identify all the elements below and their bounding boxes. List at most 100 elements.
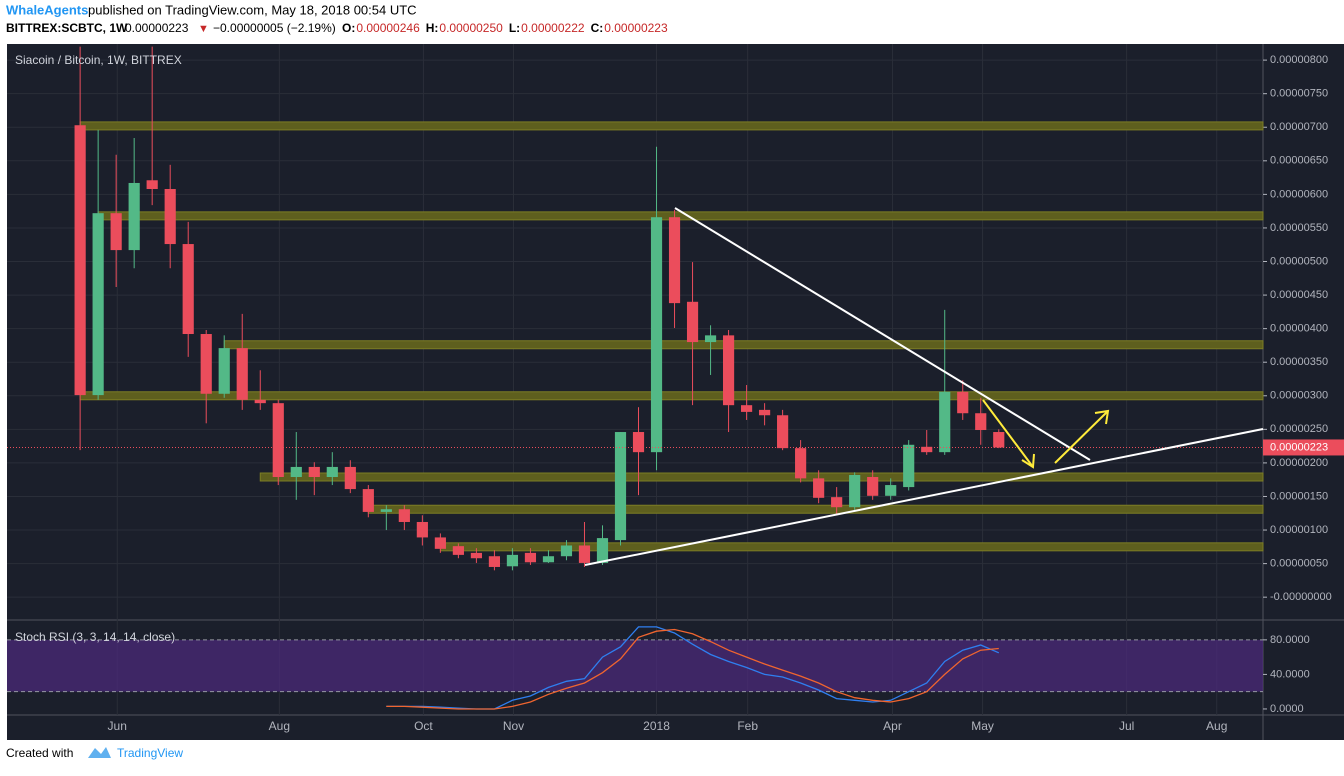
ohlc-label: L: bbox=[509, 21, 520, 35]
candle-body bbox=[542, 556, 555, 563]
ohlc-value: 0.00000223 bbox=[604, 21, 668, 35]
candle-body bbox=[524, 552, 537, 563]
chart-title: Siacoin / Bitcoin, 1W, BITTREX bbox=[15, 53, 182, 67]
candle-body bbox=[452, 546, 464, 555]
y-tick-label: 40.0000 bbox=[1270, 668, 1310, 680]
candle-body bbox=[777, 415, 789, 449]
candle-body bbox=[290, 466, 302, 478]
y-tick-label: 0.00000550 bbox=[1270, 222, 1328, 234]
drawings bbox=[584, 207, 1264, 566]
y-tick-label: 0.00000350 bbox=[1270, 356, 1328, 368]
x-tick-label: Jul bbox=[1119, 719, 1134, 733]
candle-body bbox=[867, 477, 879, 496]
candle-body bbox=[182, 244, 194, 335]
footer-text: Created with bbox=[6, 746, 73, 760]
candle-body bbox=[560, 545, 573, 557]
candle-body bbox=[975, 413, 987, 431]
y-tick-label: 0.00000300 bbox=[1270, 390, 1328, 402]
y-tick-label: 0.00000700 bbox=[1270, 121, 1328, 133]
x-tick-label: Nov bbox=[503, 719, 524, 733]
indicator-title: Stoch RSI (3, 3, 14, 14, close) bbox=[15, 630, 175, 644]
candle-body bbox=[795, 448, 807, 479]
candle-body bbox=[128, 182, 140, 251]
candle-body bbox=[650, 217, 663, 453]
change: −0.00000005 (−2.19%) bbox=[213, 21, 336, 35]
logo-icon bbox=[88, 747, 111, 758]
candle-body bbox=[903, 444, 915, 488]
candle-body bbox=[921, 446, 933, 453]
y-tick-label: 0.00000100 bbox=[1270, 524, 1328, 536]
candle-body bbox=[398, 509, 410, 522]
x-tick-label: Jun bbox=[108, 719, 127, 733]
candle-body bbox=[380, 509, 392, 512]
y-tick-label: 0.00000250 bbox=[1270, 423, 1328, 435]
arrow bbox=[982, 399, 1034, 468]
candle-body bbox=[434, 537, 446, 549]
ohlc-value: 0.00000250 bbox=[439, 21, 503, 35]
candle-body bbox=[506, 554, 519, 567]
candle-body bbox=[218, 348, 230, 394]
y-tick-label: 0.00000600 bbox=[1270, 188, 1328, 200]
trend-line bbox=[674, 207, 1091, 461]
candle-body bbox=[110, 213, 122, 251]
x-tick-label: Aug bbox=[1206, 719, 1227, 733]
candle-body bbox=[596, 538, 609, 563]
x-tick-label: Apr bbox=[883, 719, 902, 733]
y-tick-label: 0.00000200 bbox=[1270, 457, 1328, 469]
candle-body bbox=[831, 497, 843, 508]
last-price-label: 0.00000223 bbox=[1270, 441, 1328, 453]
published: published on TradingView.com, May 18, 20… bbox=[88, 2, 417, 17]
stoch-band bbox=[7, 639, 1263, 692]
x-tick-label: Feb bbox=[737, 719, 758, 733]
candle-body bbox=[993, 432, 1005, 448]
ohlc-label: O: bbox=[342, 21, 355, 35]
y-tick-label: 0.00000400 bbox=[1270, 323, 1328, 335]
arrow bbox=[1054, 410, 1109, 464]
marks: 0.00000223 bbox=[7, 46, 1344, 710]
candle-body bbox=[939, 391, 951, 453]
candle-body bbox=[74, 125, 86, 396]
y-tick-label: 0.00000800 bbox=[1270, 54, 1328, 66]
author[interactable]: WhaleAgents bbox=[6, 2, 88, 17]
y-tick-label: 80.0000 bbox=[1270, 634, 1310, 646]
y-tick-label: 0.00000050 bbox=[1270, 558, 1328, 570]
price: 0.00000223 bbox=[125, 21, 189, 35]
x-tick-label: Aug bbox=[269, 719, 290, 733]
zone bbox=[79, 391, 1264, 401]
candle-body bbox=[308, 466, 320, 478]
ohlc: O: 0.00000246 H: 0.00000250 L: 0.00000222 C: 0.… bbox=[342, 21, 668, 35]
last-price-box bbox=[1263, 439, 1344, 456]
candle-body bbox=[344, 466, 356, 490]
ohlc-value: 0.00000246 bbox=[356, 21, 420, 35]
symbol: BITTREX:SCBTC, 1W bbox=[6, 21, 128, 35]
trend-line bbox=[584, 428, 1264, 566]
candle-body bbox=[668, 217, 681, 304]
footer-brand[interactable]: TradingView bbox=[117, 746, 183, 760]
ohlc-value: 0.00000222 bbox=[521, 21, 585, 35]
candle-body bbox=[813, 478, 825, 498]
y-tick-label: 0.00000500 bbox=[1270, 255, 1328, 267]
zone bbox=[367, 504, 1264, 514]
candle-body bbox=[416, 521, 428, 538]
x-tick-label: Oct bbox=[414, 719, 433, 733]
ohlc-label: H: bbox=[426, 21, 439, 35]
zone bbox=[79, 121, 1264, 131]
candle-body bbox=[686, 301, 699, 343]
zone bbox=[259, 472, 1264, 482]
y-tick-label: 0.00000150 bbox=[1270, 490, 1328, 502]
candle-body bbox=[200, 334, 212, 394]
candle-body bbox=[741, 405, 753, 412]
x-tick-label: May bbox=[971, 719, 994, 733]
candle-body bbox=[164, 189, 176, 245]
candle-body bbox=[488, 556, 500, 567]
y-tick-label: 0.00000450 bbox=[1270, 289, 1328, 301]
candle-body bbox=[849, 474, 861, 508]
y-tick-label: -0.00000000 bbox=[1270, 591, 1332, 603]
change-arrow: ▼ bbox=[198, 23, 209, 35]
y-tick-label: 0.0000 bbox=[1270, 703, 1304, 715]
candle-body bbox=[362, 489, 374, 512]
ohlc-label: C: bbox=[591, 21, 604, 35]
stoch-line bbox=[386, 628, 999, 710]
